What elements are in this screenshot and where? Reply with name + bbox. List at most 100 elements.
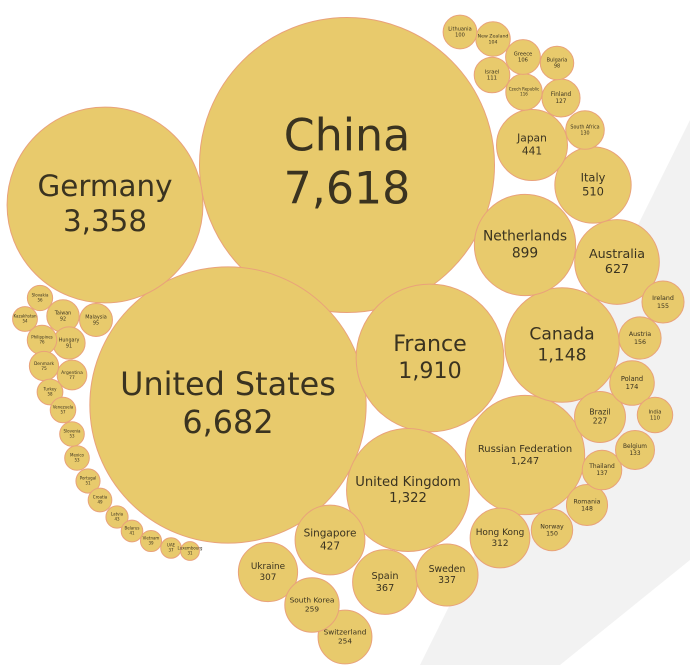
- bubble-value: 111: [487, 76, 497, 82]
- bubble: [89, 266, 367, 544]
- bubble-value: 899: [512, 245, 538, 261]
- bubble-value: 54: [22, 318, 28, 323]
- bubble: [49, 396, 77, 424]
- bubble: [284, 577, 340, 633]
- bubble-value: 150: [546, 531, 558, 538]
- bubble: [464, 394, 586, 516]
- bubble-label: Austria: [629, 331, 651, 338]
- bubble-value: 148: [581, 506, 593, 513]
- bubble-value: 56: [37, 297, 43, 302]
- bubble: [120, 519, 144, 543]
- bubble-label: New Zealand: [478, 34, 509, 40]
- bubble-value: 110: [650, 416, 661, 422]
- bubble-value: 43: [114, 516, 120, 521]
- bubble-label: Ireland: [652, 295, 674, 302]
- bubble: [574, 391, 626, 443]
- bubble-label: Croatia: [93, 495, 108, 500]
- bubble: [6, 106, 204, 304]
- bubble-label: Norway: [540, 523, 564, 530]
- bubble-label: Latvia: [111, 512, 124, 517]
- bubble: [565, 110, 605, 150]
- bubble-label: Vietnam: [143, 536, 160, 541]
- bubble: [36, 378, 64, 406]
- bubble-label: Brazil: [589, 407, 610, 416]
- bubble-value: 106: [518, 58, 528, 64]
- bubble: [615, 430, 655, 470]
- bubble-label: Philippines: [31, 335, 53, 340]
- bubble-label: Singapore: [304, 528, 357, 540]
- bubble-value: 41: [129, 530, 135, 535]
- bubble-value: 307: [260, 573, 277, 583]
- bubble-label: Italy: [581, 171, 606, 185]
- bubble: [346, 428, 470, 552]
- bubble-value: 155: [657, 303, 669, 310]
- bubble-value: 116: [520, 91, 528, 96]
- bubble-value: 6,682: [182, 403, 273, 441]
- bubble-label: South Korea: [290, 596, 335, 605]
- bubble-label: Spain: [371, 571, 398, 582]
- bubble-label: Argentina: [61, 370, 83, 376]
- bubble-label: Malaysia: [85, 315, 107, 321]
- bubble-value: 137: [596, 470, 608, 477]
- bubble-value: 95: [93, 320, 99, 326]
- bubble: [180, 541, 200, 561]
- bubble-label: United Kingdom: [355, 475, 461, 490]
- bubble-value: 1,322: [389, 491, 427, 506]
- bubble-label: Germany: [38, 169, 173, 203]
- bubble-label: Slovakia: [32, 293, 49, 298]
- bubble: [415, 543, 479, 607]
- bubble-value: 49: [97, 499, 103, 504]
- bubble-value: 53: [74, 457, 80, 462]
- bubble-label: Israel: [485, 69, 500, 75]
- bubble-label: Switzerland: [324, 628, 367, 637]
- bubble: [139, 529, 163, 553]
- bubble-label: Thailand: [588, 463, 615, 470]
- bubble-label: Hong Kong: [476, 528, 525, 538]
- bubble: [609, 360, 655, 406]
- bubble-label: Japan: [516, 132, 547, 145]
- bubble-value: 441: [522, 144, 542, 157]
- bubble-label: Denmark: [34, 361, 55, 367]
- bubble-value: 227: [593, 417, 608, 426]
- bubble-value: 76: [39, 339, 45, 344]
- bubble-value: 58: [47, 391, 53, 396]
- bubble-label: Sweden: [429, 564, 466, 575]
- bubble: [473, 193, 577, 297]
- bubble: [574, 219, 660, 305]
- bubble: [26, 284, 54, 312]
- bubble: [355, 283, 505, 433]
- bubble-value: 39: [148, 540, 154, 545]
- bubble: [618, 316, 662, 360]
- bubble-value: 367: [376, 583, 395, 594]
- bubble-value: 92: [60, 316, 66, 322]
- bubble-value: 259: [305, 604, 319, 613]
- bubble: [105, 505, 129, 529]
- bubble: [504, 287, 620, 403]
- bubble-label: Russian Federation: [478, 444, 572, 455]
- bubble-value: 627: [605, 261, 629, 276]
- bubble: [75, 468, 101, 494]
- bubble-value: 57: [60, 409, 66, 414]
- bubble: [237, 541, 299, 603]
- bubble-value: 3,358: [63, 204, 147, 238]
- bubble-value: 130: [580, 130, 589, 136]
- bubble-value: 98: [554, 64, 560, 70]
- bubble-value: 91: [66, 343, 72, 349]
- bubble: [442, 14, 478, 50]
- bubble-label: Kazakhstan: [13, 314, 37, 319]
- bubble-label: Belgium: [623, 444, 647, 450]
- bubble-value: 510: [582, 184, 604, 198]
- bubble-value: 427: [320, 540, 340, 552]
- bubble: [641, 280, 685, 324]
- bubble-label: Greece: [514, 51, 533, 57]
- bubble: [198, 16, 496, 314]
- bubble-label: Romania: [574, 498, 601, 505]
- bubble-value: 37: [168, 547, 174, 552]
- bubble-label: Belarus: [124, 526, 139, 531]
- bubble: [581, 449, 623, 491]
- bubble-label: Poland: [621, 375, 643, 383]
- bubble-value: 75: [41, 366, 47, 372]
- bubble-value: 127: [556, 99, 567, 105]
- bubble-label: Netherlands: [483, 229, 567, 245]
